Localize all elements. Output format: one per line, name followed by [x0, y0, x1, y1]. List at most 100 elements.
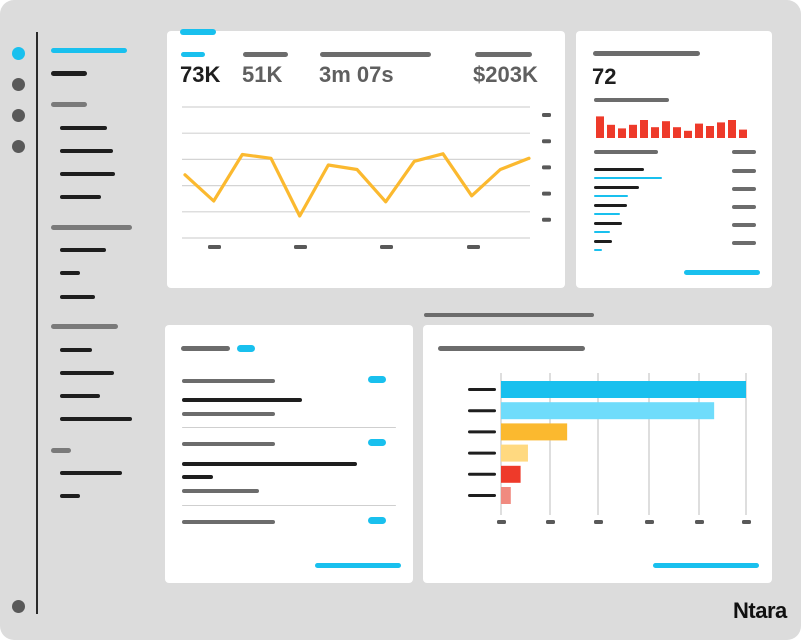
- list-divider: [182, 505, 396, 506]
- histogram-bar: [629, 124, 637, 138]
- sidebar-item[interactable]: [60, 348, 92, 352]
- list-item-title[interactable]: [182, 398, 302, 402]
- list-row-value: [732, 187, 756, 191]
- histogram-bar: [662, 121, 670, 138]
- x-tick: [546, 520, 555, 524]
- list-row-bar: [594, 231, 610, 233]
- sidebar-item[interactable]: [60, 371, 114, 375]
- metrics-card: 73K 51K 3m 07s $203K: [167, 29, 565, 288]
- metric-value-users: 73K: [180, 62, 221, 87]
- active-dot-icon[interactable]: [12, 47, 25, 60]
- bar-label: [468, 430, 496, 434]
- histogram-bar: [739, 129, 747, 138]
- list-row-value: [732, 223, 756, 227]
- histogram-bar: [717, 122, 725, 138]
- sidebar-item[interactable]: [60, 271, 80, 275]
- bar-chart: [468, 373, 751, 524]
- metric-label: [181, 52, 205, 57]
- sidebar-item[interactable]: [60, 471, 122, 475]
- sidebar-item[interactable]: [60, 149, 113, 153]
- line-series: [183, 152, 531, 218]
- bar-label: [468, 494, 496, 497]
- view-more-link[interactable]: [653, 563, 759, 568]
- sidebar-item[interactable]: [60, 172, 115, 176]
- list-item-title[interactable]: [182, 462, 357, 466]
- histogram-bar: [618, 128, 626, 138]
- histogram-bar: [640, 120, 648, 138]
- brand-logo: Ntara: [733, 598, 787, 623]
- dot-icon[interactable]: [12, 109, 25, 122]
- bar-label: [468, 451, 496, 455]
- metric-value-sessions: 51K: [242, 62, 283, 87]
- bar: [501, 402, 715, 420]
- score-histogram: [596, 116, 747, 138]
- score-subtitle: [594, 98, 669, 102]
- sidebar-item[interactable]: [60, 248, 106, 252]
- list-row-value: [732, 241, 756, 245]
- x-tick: [497, 520, 506, 524]
- sidebar-item[interactable]: [60, 195, 101, 199]
- bar-chart-card: [423, 325, 772, 583]
- card-badge[interactable]: [237, 345, 255, 352]
- sidebar-item[interactable]: [60, 494, 80, 498]
- histogram-bar: [673, 127, 681, 138]
- bar: [501, 487, 511, 504]
- list-header: [732, 150, 756, 154]
- sidebar-item[interactable]: [60, 417, 132, 421]
- list-row-bar: [594, 195, 628, 197]
- y-tick: [542, 165, 551, 170]
- card-tab-indicator[interactable]: [180, 29, 216, 35]
- activity-card: [165, 325, 413, 583]
- sidebar-item[interactable]: [60, 126, 107, 130]
- dot-icon[interactable]: [12, 600, 25, 613]
- list-row-label: [594, 186, 639, 189]
- list-item-badge[interactable]: [368, 517, 386, 524]
- sidebar-item[interactable]: [60, 394, 100, 398]
- list-item-title[interactable]: [182, 475, 213, 479]
- metric-label: [243, 52, 288, 57]
- dot-icon[interactable]: [12, 140, 25, 153]
- bar: [501, 381, 746, 398]
- score-card: 72: [576, 31, 772, 288]
- histogram-bar: [695, 123, 703, 138]
- bar-label: [468, 388, 496, 391]
- sidebar-section-header: [51, 225, 132, 230]
- sidebar-item-active[interactable]: [51, 48, 127, 53]
- view-more-link[interactable]: [315, 563, 401, 568]
- x-tick: [380, 245, 393, 249]
- sidebar-item[interactable]: [60, 295, 95, 299]
- list-item-badge[interactable]: [368, 376, 386, 383]
- y-tick: [542, 191, 551, 196]
- list-item-meta: [182, 412, 275, 416]
- x-tick: [294, 245, 307, 249]
- card-title: [438, 346, 585, 351]
- y-tick: [542, 217, 551, 222]
- list-row-label: [594, 204, 627, 207]
- sidebar-rail: [36, 32, 38, 614]
- dot-icon[interactable]: [12, 78, 25, 91]
- list-item-badge[interactable]: [368, 439, 386, 446]
- x-tick: [467, 245, 480, 249]
- sidebar-section-header: [51, 448, 71, 453]
- list-row-label: [594, 222, 622, 225]
- list-item-meta: [182, 442, 275, 446]
- score-title: [593, 51, 700, 56]
- list-row-value: [732, 205, 756, 209]
- x-tick: [742, 520, 751, 524]
- x-tick: [695, 520, 704, 524]
- x-tick: [594, 520, 603, 524]
- list-header: [594, 150, 658, 154]
- list-row-bar: [594, 249, 602, 251]
- score-value: 72: [592, 64, 617, 89]
- sidebar-item[interactable]: [51, 71, 87, 76]
- list-row-bar: [594, 177, 662, 179]
- histogram-bar: [728, 120, 736, 138]
- metric-value-duration: 3m 07s: [319, 62, 394, 87]
- y-tick: [542, 139, 551, 144]
- sidebar-section-header: [51, 102, 87, 107]
- bar-label: [468, 409, 496, 413]
- x-tick: [208, 245, 221, 249]
- view-more-link[interactable]: [684, 270, 760, 275]
- list-row-bar: [594, 213, 620, 215]
